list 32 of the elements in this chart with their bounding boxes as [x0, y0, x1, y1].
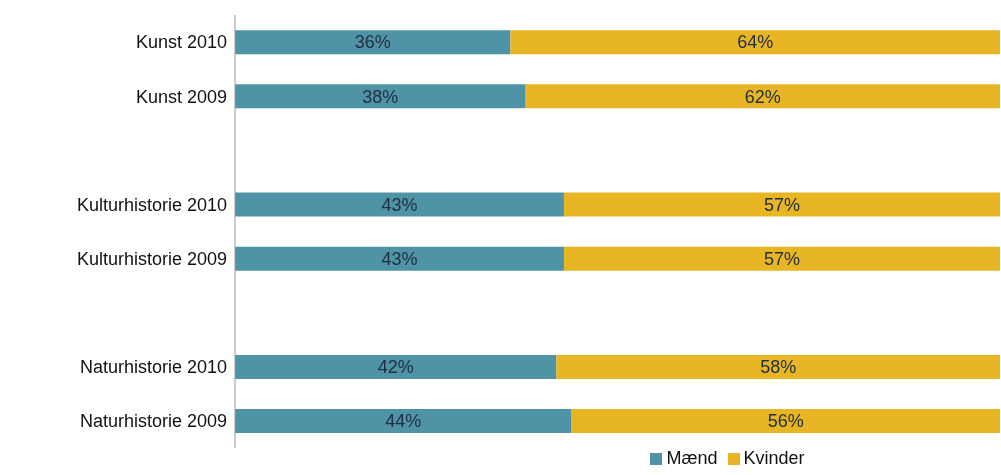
legend-label: Mænd: [666, 448, 718, 468]
data-label: 43%: [381, 248, 418, 269]
data-label: 56%: [767, 411, 804, 432]
bar: [235, 409, 572, 434]
data-label: 58%: [760, 357, 797, 378]
bar: [510, 30, 1000, 55]
bar: [235, 192, 564, 217]
y-tick-label: Kunst 2010: [135, 32, 227, 53]
data-label: 57%: [763, 194, 800, 215]
bar: [235, 84, 526, 109]
bar: [563, 192, 1000, 217]
data-label: 36%: [354, 32, 391, 53]
bar: [235, 246, 564, 271]
data-label: 42%: [377, 357, 414, 378]
y-tick-label: Naturhistorie 2010: [79, 357, 227, 378]
bar: [235, 354, 557, 379]
bar: [235, 30, 511, 55]
bar: [525, 84, 1000, 109]
data-label: 43%: [381, 194, 418, 215]
data-label: 64%: [737, 32, 774, 53]
y-tick-label: Kulturhistorie 2009: [76, 248, 227, 269]
bar: [571, 409, 1000, 434]
y-tick-label: Kunst 2009: [135, 86, 227, 107]
data-label: 57%: [763, 248, 800, 269]
bar: [556, 354, 1000, 379]
y-tick-label: Kulturhistorie 2010: [76, 194, 227, 215]
legend-label: Kvinder: [743, 448, 805, 468]
y-tick-label: Naturhistorie 2009: [79, 411, 227, 432]
data-label: 62%: [744, 86, 781, 107]
data-label: 44%: [385, 411, 422, 432]
bar: [563, 246, 1000, 271]
data-label: 38%: [362, 86, 399, 107]
